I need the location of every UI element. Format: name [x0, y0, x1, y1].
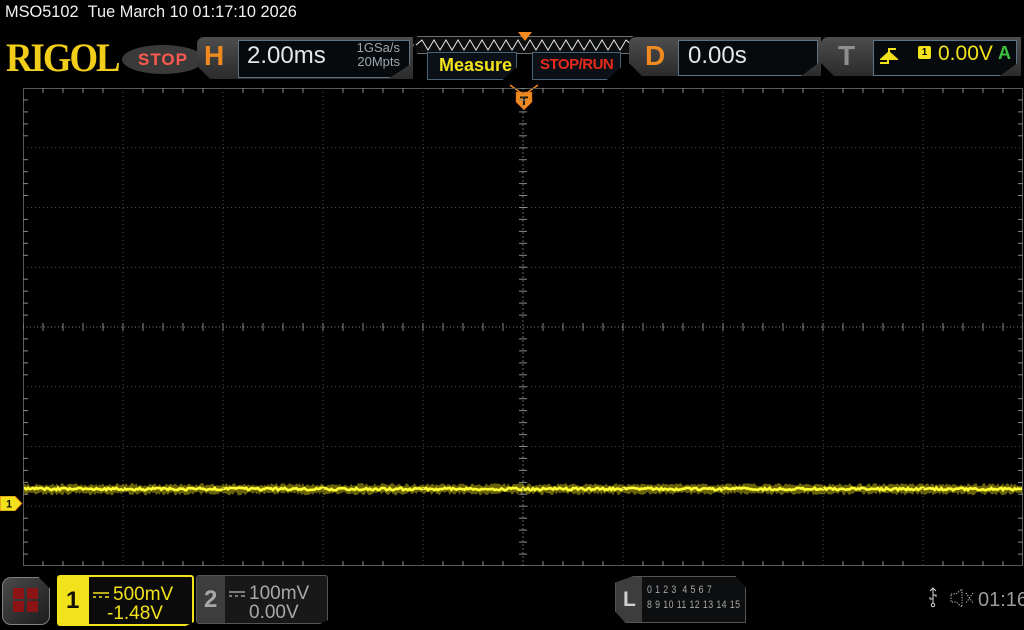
svg-text:1: 1 [6, 499, 12, 511]
